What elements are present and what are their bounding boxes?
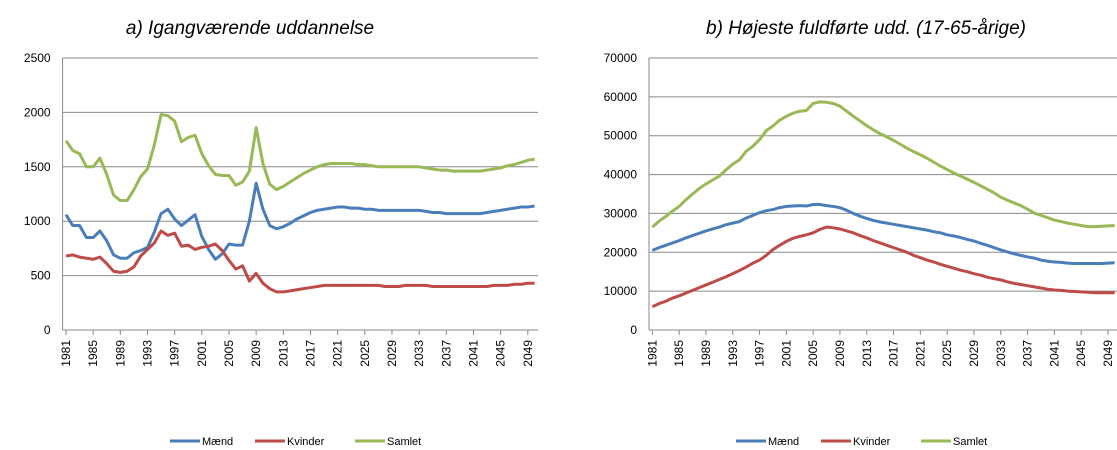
x-tick-label: 2025 [940,340,954,367]
x-tick-label: 1989 [113,340,127,367]
x-tick-label: 2013 [276,340,290,367]
x-tick-label: 1981 [59,340,73,367]
x-tick-label: 2021 [913,340,927,367]
legend-label: Samlet [387,436,421,448]
series-line [64,113,535,203]
x-tick-label: 2001 [195,340,209,367]
x-tick-label: 1981 [645,340,659,367]
x-tick-label: 1993 [726,340,740,367]
x-tick-label: 2041 [466,340,480,367]
x-tick-label: 2025 [358,340,372,367]
y-tick-label: 2500 [24,51,51,65]
series-line [651,100,1115,229]
y-tick-label: 0 [44,323,51,337]
x-tick-label: 2017 [887,340,901,367]
legend-label: Mænd [768,436,799,448]
x-tick-label: 2029 [967,340,981,367]
x-tick-label: 1985 [672,340,686,367]
y-tick-label: 20000 [604,245,638,259]
series-line [651,225,1115,309]
series-line [65,229,535,294]
y-tick-label: 50000 [604,129,638,143]
x-tick-label: 1997 [168,340,182,367]
x-tick-label: 2017 [303,340,317,367]
x-tick-label: 2049 [521,340,535,367]
x-tick-label: 2037 [1021,340,1035,367]
x-tick-label: 2013 [860,340,874,367]
x-tick-label: 1993 [140,340,154,367]
y-tick-label: 60000 [604,90,638,104]
x-tick-label: 2049 [1101,340,1115,367]
x-tick-label: 1997 [753,340,767,367]
y-tick-label: 0 [630,323,637,337]
series-line [651,202,1115,266]
x-tick-label: 2041 [1047,340,1061,367]
legend-label: Samlet [953,436,987,448]
y-tick-label: 10000 [604,284,638,298]
y-tick-label: 1000 [24,214,51,228]
y-tick-label: 70000 [604,51,638,65]
y-tick-label: 500 [31,269,51,283]
x-tick-label: 2037 [439,340,453,367]
legend-label: Mænd [202,436,233,448]
x-tick-label: 2029 [385,340,399,367]
y-tick-label: 30000 [604,206,638,220]
x-tick-label: 2001 [779,340,793,367]
x-tick-label: 2009 [249,340,263,367]
x-tick-label: 2033 [412,340,426,367]
legend-label: Kvinder [853,436,891,448]
x-tick-label: 2005 [222,340,236,367]
x-tick-label: 2009 [833,340,847,367]
x-tick-label: 2005 [806,340,820,367]
x-tick-label: 2045 [1074,340,1088,367]
chart-title: b) Højeste fuldførte udd. (17-65-årige) [706,18,1026,39]
y-tick-label: 1500 [24,160,51,174]
x-tick-label: 2045 [494,340,508,367]
chart-title: a) Igangværende uddannelse [126,18,374,39]
series-line [64,181,535,261]
y-tick-label: 40000 [604,168,638,182]
y-tick-label: 2000 [24,105,51,119]
x-tick-label: 1989 [699,340,713,367]
x-tick-label: 1985 [86,340,100,367]
x-tick-label: 2033 [994,340,1008,367]
x-tick-label: 2021 [331,340,345,367]
legend-label: Kvinder [287,436,325,448]
